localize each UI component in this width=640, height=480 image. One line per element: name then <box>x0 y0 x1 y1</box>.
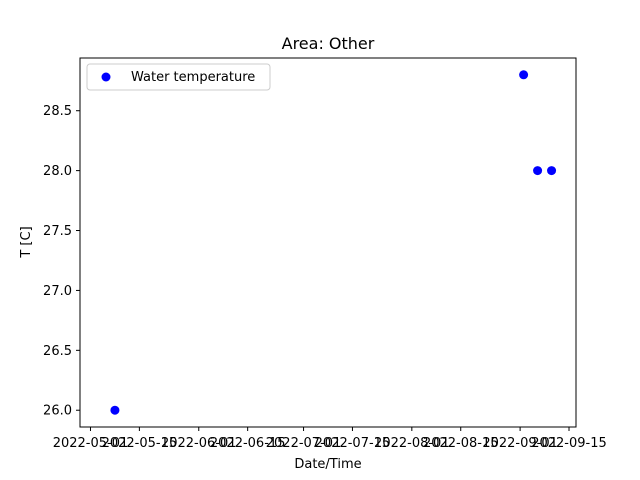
x-tick-label: 2022-06-15 <box>210 436 286 451</box>
plot-frame <box>79 57 577 428</box>
x-axis-label: Date/Time <box>294 457 361 472</box>
x-tick-label: 2022-05-01 <box>53 436 129 451</box>
plot-area <box>80 58 576 427</box>
x-tick-label: 2022-06-01 <box>161 436 237 451</box>
y-tick-label: 28.0 <box>43 164 72 179</box>
y-tick-label: 28.5 <box>43 104 72 119</box>
data-point <box>519 70 529 80</box>
y-tick-label: 27.5 <box>43 224 72 239</box>
legend-box <box>86 63 271 91</box>
legend-marker <box>101 72 111 82</box>
x-tick-label: 2022-07-01 <box>266 436 342 451</box>
legend: Water temperature <box>86 63 271 91</box>
x-tick-label: 2022-05-15 <box>102 436 178 451</box>
x-axis: 2022-05-012022-05-152022-06-012022-06-15… <box>53 427 607 451</box>
y-tick-label: 27.0 <box>43 284 72 299</box>
x-tick-label: 2022-07-15 <box>315 436 391 451</box>
data-point <box>110 405 120 415</box>
data-point <box>547 166 557 176</box>
y-tick-label: 26.5 <box>43 344 72 359</box>
y-axis-label: T [C] <box>19 226 34 258</box>
data-points <box>110 70 557 415</box>
x-tick-label: 2022-08-01 <box>374 436 450 451</box>
x-tick-label: 2022-08-15 <box>423 436 499 451</box>
legend-label: Water temperature <box>131 70 255 85</box>
y-axis: 26.0 26.5 27.0 27.5 28.0 28.5 <box>43 104 80 419</box>
y-tick-label: 26.0 <box>43 404 72 419</box>
chart-title: Area: Other <box>282 34 375 53</box>
x-tick-label: 2022-09-01 <box>482 436 558 451</box>
x-tick-label: 2022-09-15 <box>531 436 607 451</box>
data-point <box>533 166 543 176</box>
